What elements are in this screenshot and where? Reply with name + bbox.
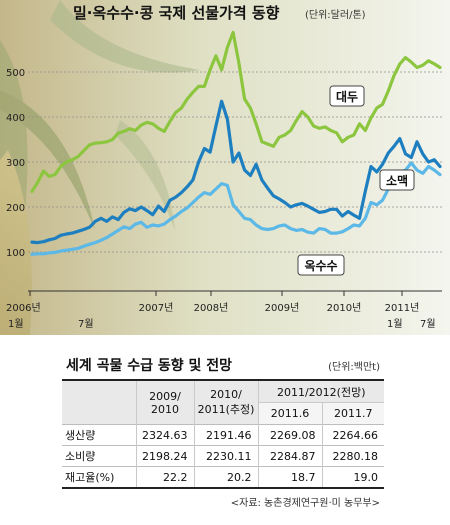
cell: 2264.66 <box>321 424 384 446</box>
y-tick-label: 500 <box>6 68 25 79</box>
header-2011-2012-group: 2011/2012(전망) <box>257 381 384 403</box>
table-source: <자료: 농촌경제연구원·미 농무부> <box>230 498 380 509</box>
series-line-2 <box>30 161 442 256</box>
x-tick-label: 2007년 <box>139 302 174 314</box>
table-header: 세계 곡물 수급 동향 및 전망 (단위:백만t) <box>62 355 384 375</box>
x-tick-label: 2006년 <box>6 302 41 314</box>
series-line-1 <box>30 99 442 245</box>
cell: 2191.46 <box>193 424 258 446</box>
chart-title: 밀·옥수수·콩 국제 선물가격 동향 <box>73 4 280 22</box>
header-2010-line1: 2010/ <box>210 388 242 401</box>
header-2009-line1: 2009/ <box>149 389 181 403</box>
cell: 20.2 <box>193 466 258 489</box>
cell: 2284.87 <box>257 445 322 467</box>
series-label-box <box>297 254 345 276</box>
series-line-0 <box>30 30 442 193</box>
table-row: 재고율(%) 22.2 20.2 18.7 19.0 <box>62 466 384 489</box>
table-unit: (단위:백만t) <box>328 362 380 373</box>
header-2010-line2: 2011(추정) <box>197 403 255 416</box>
table-top-rule <box>62 379 384 381</box>
x-month-label: 1월 <box>8 318 24 330</box>
series-lines <box>30 30 442 256</box>
x-month-label: 7월 <box>78 318 94 330</box>
x-axis-labels: 2006년 2007년 2008년 2009년 2010년 2011년 1월 7월 1월 7월 <box>6 291 436 330</box>
series-label-box <box>379 169 415 191</box>
x-month-label: 7월 <box>420 318 436 330</box>
cell: 2324.63 <box>135 424 194 446</box>
row-label-production: 생산량 <box>62 424 136 446</box>
cell: 2280.18 <box>321 445 384 467</box>
table-row: 생산량 2324.63 2191.46 2269.08 2264.66 <box>62 424 384 446</box>
cell: 18.7 <box>257 466 322 489</box>
header-2010-2011: 2010/ 2011(추정) <box>193 381 258 425</box>
header-2009-2010: 2009/ 2010 <box>135 381 194 425</box>
chart-unit: (단위:달러/톤) <box>305 8 366 21</box>
y-tick-label: 100 <box>6 248 25 259</box>
x-tick-label: 2009년 <box>265 302 300 314</box>
header-empty-cell <box>62 381 136 425</box>
corn-photo-decoration <box>0 0 200 335</box>
y-axis-ticks: 100 200 300 400 500 <box>6 68 25 259</box>
x-month-label: 1월 <box>387 318 403 330</box>
cell: 2230.11 <box>193 445 258 467</box>
cell: 19.0 <box>321 466 384 489</box>
cell: 2198.24 <box>135 445 194 467</box>
header-2011-7: 2011.7 <box>321 402 384 425</box>
x-tick-label: 2010년 <box>327 302 362 314</box>
series-label-text: 옥수수 <box>304 258 337 273</box>
x-tick-label: 2008년 <box>194 302 229 314</box>
price-chart: 100 200 300 400 500 대두 소맥 옥수수 2006년 2007년 2008년 2… <box>0 0 450 335</box>
table-row: 소비량 2198.24 2230.11 2284.87 2280.18 <box>62 445 384 467</box>
y-tick-label: 300 <box>6 158 25 169</box>
series-label-text: 소맥 <box>386 173 408 188</box>
y-tick-label: 400 <box>6 113 25 124</box>
cell: 2269.08 <box>257 424 322 446</box>
y-tick-label: 200 <box>6 203 25 214</box>
row-label-stock-ratio: 재고율(%) <box>62 466 136 489</box>
x-tick-label: 2011년 <box>385 302 420 314</box>
table-title: 세계 곡물 수급 동향 및 전망 <box>66 358 233 374</box>
cell: 22.2 <box>135 466 194 489</box>
header-2011-6: 2011.6 <box>257 402 322 425</box>
header-2009-line2: 2010 <box>151 402 179 416</box>
supply-table: 2009/ 2010 2010/ 2011(추정) 2011/2012(전망) … <box>62 381 384 489</box>
series-label-text: 대두 <box>336 90 358 104</box>
row-label-consumption: 소비량 <box>62 445 136 467</box>
grain-supply-table: 세계 곡물 수급 동향 및 전망 (단위:백만t) 2009/ 2010 201… <box>62 355 384 520</box>
series-label-box <box>329 85 365 107</box>
